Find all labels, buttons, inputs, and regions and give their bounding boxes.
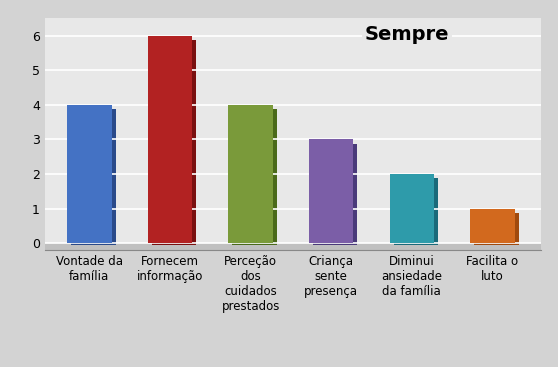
Bar: [474, 213, 519, 246]
Bar: [394, 178, 438, 246]
Bar: [309, 139, 353, 243]
Bar: [233, 109, 277, 246]
Bar: [45, 243, 541, 250]
Bar: [71, 109, 116, 246]
Bar: [148, 36, 192, 243]
Bar: [470, 209, 514, 243]
Bar: [152, 40, 196, 246]
Text: Sempre: Sempre: [365, 25, 449, 44]
Bar: [313, 143, 358, 246]
Bar: [389, 174, 434, 243]
Bar: [67, 105, 112, 243]
Bar: [228, 105, 273, 243]
